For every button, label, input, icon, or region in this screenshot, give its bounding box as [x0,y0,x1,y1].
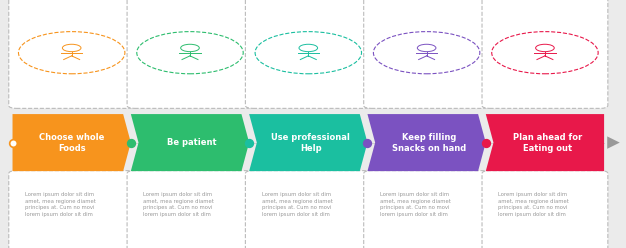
FancyBboxPatch shape [245,0,371,108]
Text: Lorem ipsum dolor sit dim
amet, mea regione diamet
principes at. Cum no movi
lor: Lorem ipsum dolor sit dim amet, mea regi… [262,192,332,217]
Text: Keep filling
Snacks on hand: Keep filling Snacks on hand [392,132,466,153]
Text: Lorem ipsum dolor sit dim
amet, mea regione diamet
principes at. Cum no movi
lor: Lorem ipsum dolor sit dim amet, mea regi… [498,192,569,217]
FancyBboxPatch shape [364,0,490,108]
Polygon shape [131,114,249,171]
Text: Use professional
Help: Use professional Help [271,132,350,153]
Text: Lorem ipsum dolor sit dim
amet, mea regione diamet
principes at. Cum no movi
lor: Lorem ipsum dolor sit dim amet, mea regi… [143,192,214,217]
Polygon shape [367,114,486,171]
FancyBboxPatch shape [127,171,253,248]
Text: Plan ahead for
Eating out: Plan ahead for Eating out [513,132,582,153]
FancyBboxPatch shape [127,0,253,108]
FancyBboxPatch shape [364,171,490,248]
FancyBboxPatch shape [9,0,135,108]
FancyBboxPatch shape [245,171,371,248]
Polygon shape [607,136,620,149]
Polygon shape [486,114,604,171]
Text: Lorem ipsum dolor sit dim
amet, mea regione diamet
principes at. Cum no movi
lor: Lorem ipsum dolor sit dim amet, mea regi… [380,192,451,217]
Polygon shape [13,114,131,171]
Polygon shape [249,114,367,171]
Text: Lorem ipsum dolor sit dim
amet, mea regione diamet
principes at. Cum no movi
lor: Lorem ipsum dolor sit dim amet, mea regi… [25,192,96,217]
Text: Be patient: Be patient [168,138,217,147]
FancyBboxPatch shape [482,171,608,248]
Text: Choose whole
Foods: Choose whole Foods [39,132,105,153]
FancyBboxPatch shape [9,171,135,248]
FancyBboxPatch shape [482,0,608,108]
